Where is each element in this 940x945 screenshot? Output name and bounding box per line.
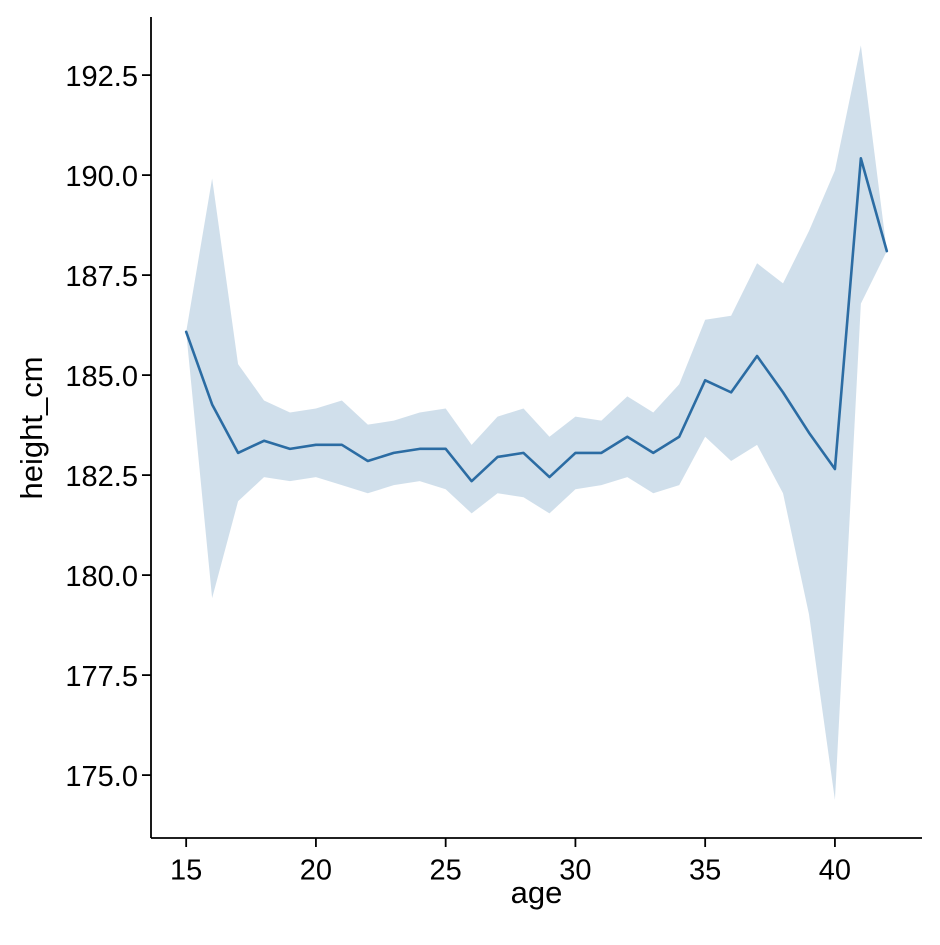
svg-text:25: 25	[430, 855, 462, 887]
svg-text:180.0: 180.0	[65, 561, 138, 593]
svg-text:20: 20	[300, 855, 332, 887]
svg-text:182.5: 182.5	[65, 461, 138, 493]
svg-text:187.5: 187.5	[65, 261, 138, 293]
svg-text:192.5: 192.5	[65, 61, 138, 93]
svg-text:177.5: 177.5	[65, 661, 138, 693]
svg-text:190.0: 190.0	[65, 161, 138, 193]
svg-text:15: 15	[170, 855, 202, 887]
svg-text:30: 30	[559, 855, 591, 887]
svg-text:175.0: 175.0	[65, 761, 138, 793]
svg-text:35: 35	[689, 855, 721, 887]
svg-text:height_cm: height_cm	[14, 356, 49, 499]
svg-text:185.0: 185.0	[65, 361, 138, 393]
svg-text:40: 40	[819, 855, 851, 887]
svg-text:age: age	[511, 875, 563, 910]
